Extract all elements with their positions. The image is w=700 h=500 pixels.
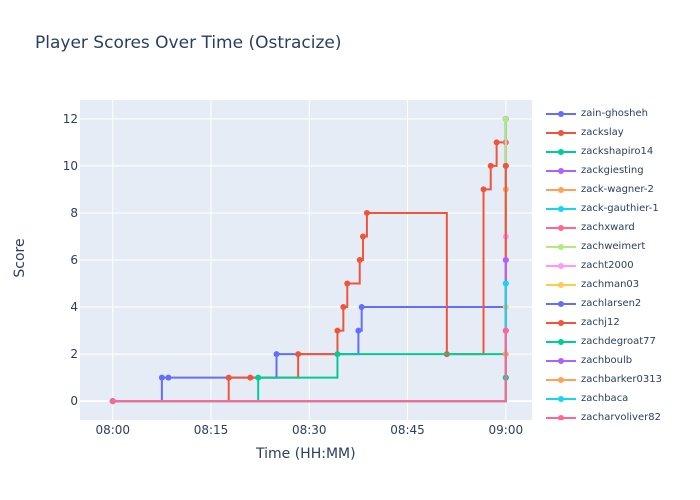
legend-label: zachj12 [581,317,620,328]
legend-swatch-icon [546,243,576,250]
series-line [112,118,507,403]
legend-label: zackgiesting [581,165,644,176]
legend-item[interactable]: zackgiesting [541,161,644,180]
legend-label: zain-ghosheh [581,108,648,119]
legend-item[interactable]: zachxward [541,218,635,237]
data-point [493,139,500,146]
y-tick-label: 4 [70,300,78,314]
x-tick-label: 08:15 [194,423,229,437]
data-point [363,209,370,216]
data-point [480,186,487,193]
legend-label: zackshapiro14 [581,146,654,157]
legend-label: zachboulb [581,355,633,366]
legend-label: zachman03 [581,279,640,290]
x-tick-label: 08:45 [390,423,425,437]
legend-swatch-icon [546,262,576,269]
data-point [502,257,509,263]
legend-swatch-icon [546,414,576,420]
legend-swatch-icon [546,376,576,383]
legend-item[interactable]: zachman03 [541,275,639,294]
y-tick-label: 8 [70,206,78,220]
y-tick-label: 10 [63,159,78,173]
legend-item[interactable]: zacht2000 [541,256,634,275]
legend-label: zachbarker0313 [581,374,662,385]
legend-label: zacht2000 [581,260,634,271]
data-point [247,374,254,381]
data-point [355,327,362,334]
legend-label: zachlarsen2 [581,298,642,309]
data-point [487,162,494,169]
data-point [334,327,341,334]
legend-swatch-icon [546,395,576,402]
legend-swatch-icon [546,281,576,288]
legend-item[interactable]: zackshapiro14 [541,142,653,161]
data-point [165,374,172,381]
legend-item[interactable]: zachweimert [541,237,645,256]
data-point [225,374,232,381]
legend-item[interactable]: zachbarker0313 [541,370,662,389]
legend-item[interactable]: zachbaca [541,389,628,408]
data-point [502,115,509,122]
x-tick-labels: 08:00 08:15 08:30 08:45 09:00 [95,423,523,437]
legend-label: zackslay [581,127,624,138]
legend-item[interactable]: zachdegroat77 [541,332,656,351]
data-point [273,351,280,358]
legend-item[interactable]: zain-ghosheh [541,104,648,123]
legend-label: zachbaca [581,393,629,404]
x-tick-label: 08:30 [292,423,327,437]
data-point [502,162,509,169]
x-axis-title: Time (HH:MM) [256,446,356,462]
legend-item[interactable]: zachj12 [541,313,620,332]
legend-swatch-icon [546,186,576,193]
y-tick-label: 2 [70,347,78,361]
legend-swatch-icon [546,205,576,212]
data-point [502,280,509,287]
data-point [359,233,366,240]
data-point [158,374,165,381]
legend-swatch-icon [546,110,576,117]
legend-swatch-icon [546,338,576,345]
y-tick-label: 12 [63,112,78,126]
series-line [112,330,507,403]
legend-swatch-icon [546,129,576,136]
x-tick-label: 08:00 [95,423,130,437]
legend-label: zack-gauthier-1 [581,203,659,214]
data-point [255,374,262,381]
series-zacharyoliver82 [109,327,509,405]
legend[interactable]: zain-ghosheh zackslay zackshapiro14 zackgie… [541,104,700,420]
legend-item[interactable]: zack-gauthier-1 [541,199,659,218]
y-tick-label: 0 [70,394,78,408]
data-point [109,398,116,405]
legend-item[interactable]: zachlarsen2 [541,294,641,313]
legend-label: zacharyoliver82 [581,412,661,420]
legend-swatch-icon [546,319,576,326]
legend-swatch-icon [546,224,576,231]
series-layer [109,115,509,405]
y-tick-labels: 0 2 4 6 8 10 12 [63,112,78,408]
data-point [334,351,341,358]
legend-swatch-icon [546,148,576,155]
data-point [356,257,363,263]
data-point [358,304,365,311]
legend-label: zachxward [581,222,635,233]
legend-item[interactable]: zack-wagner-2 [541,180,654,199]
legend-item[interactable]: zackslay [541,123,624,142]
chart-title: Player Scores Over Time (Ostracize) [35,33,342,53]
y-tick-label: 6 [70,253,78,267]
legend-swatch-icon [546,300,576,307]
legend-item[interactable]: zacharyoliver82 [541,408,661,420]
data-point [344,280,351,287]
legend-item[interactable]: zachboulb [541,351,632,370]
data-point [340,304,347,311]
legend-label: zack-wagner-2 [581,184,654,195]
data-point [502,327,509,334]
y-axis-title: Score [12,238,28,278]
legend-label: zachdegroat77 [581,336,656,347]
legend-label: zachweimert [581,241,646,252]
data-point [295,351,302,358]
x-tick-label: 09:00 [489,423,524,437]
legend-swatch-icon [546,357,576,364]
legend-swatch-icon [546,167,576,174]
